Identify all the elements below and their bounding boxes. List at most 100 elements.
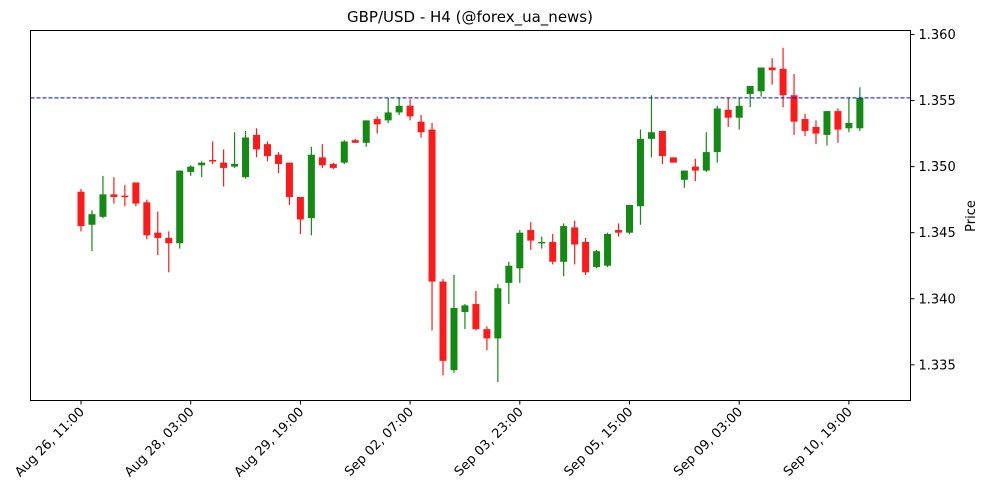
candle [560,223,568,277]
candle [702,132,710,172]
y-tick-label: 1.345 [919,226,956,241]
candle [626,204,633,234]
x-tick-label: Sep 05, 15:00 [561,405,636,480]
candle-body [417,121,425,133]
candles-group [77,47,864,382]
candle-body [285,162,293,197]
candle-body [395,105,403,113]
candle [516,230,524,283]
candle-body [450,308,458,371]
candle [647,95,655,158]
candle-body [340,141,348,163]
candle-body [735,105,743,118]
candle-body [253,134,261,150]
candle-body [384,112,392,121]
x-tick-label: Aug 26, 11:00 [12,405,88,481]
candle [746,86,754,108]
candle-body [691,166,699,171]
candle [132,182,140,207]
candle-body [746,86,754,94]
plot-area-frame [30,30,911,401]
candle-body [494,288,502,339]
candle [790,74,798,135]
y-tick-label: 1.360 [919,28,956,43]
candle [417,115,425,138]
candle [384,97,392,123]
candle-body [99,194,107,217]
candle-body [615,230,623,233]
candle-body [713,108,721,153]
candle [823,111,831,146]
candle-body [702,152,710,171]
y-tick-label: 1.335 [919,358,956,373]
candle [198,161,206,178]
candle-body [428,129,436,282]
candle-body [527,230,535,241]
candle-body [680,170,688,180]
candle [253,128,261,158]
candle-body [582,241,590,273]
candle [582,237,590,275]
candle-body [110,194,118,197]
candle-body [812,126,820,134]
candle [669,157,677,163]
candle-body [549,241,557,262]
candle [461,304,469,330]
candle-body [307,154,315,219]
candle [735,97,743,130]
x-tick-label: Sep 02, 07:00 [342,405,417,480]
y-tick-label: 1.355 [919,94,956,109]
candle [329,162,337,170]
candle-body [187,166,195,172]
candle-body [757,67,765,92]
candle-body [461,305,469,312]
candle [406,99,414,121]
candle [768,58,776,85]
candle [373,116,381,134]
candle-body [472,304,480,330]
candle [845,97,853,133]
candle [428,123,436,331]
candle [307,146,315,236]
candle [691,158,699,182]
candle [834,108,842,143]
candle [636,129,644,225]
x-axis: Aug 26, 11:00 Aug 28, 03:00 Aug 29, 19:00 S… [12,400,856,481]
candle [110,177,118,204]
candle-body [724,109,732,118]
candle [165,231,173,273]
candle-body [406,105,414,117]
candle [527,222,535,250]
candle-body [593,251,601,268]
candle [242,130,250,179]
candle-body [768,67,776,71]
candle [538,236,546,249]
candle-body [154,232,162,238]
candle-body [242,137,250,178]
x-tick-label: Sep 03, 23:00 [452,405,527,480]
candle [571,220,579,265]
candle-body [329,163,337,168]
candle [812,120,820,145]
x-tick-label: Sep 09, 03:00 [671,405,746,480]
x-tick-label: Sep 10, 19:00 [781,405,856,480]
candle-body [483,329,491,339]
candle [615,223,623,237]
candle-body [790,95,798,122]
candle [439,278,447,376]
candle-body [560,226,568,262]
candle [187,165,195,176]
candle [450,274,458,373]
candle-body [658,130,666,157]
candle [856,87,864,131]
candle-body [779,68,787,96]
candle [505,261,513,305]
candle [604,232,612,268]
candle [801,113,809,137]
candle-body [505,265,513,283]
x-tick-label: Aug 29, 19:00 [232,405,308,481]
candle [285,162,293,205]
candle-body [77,191,85,227]
candle [658,130,666,164]
